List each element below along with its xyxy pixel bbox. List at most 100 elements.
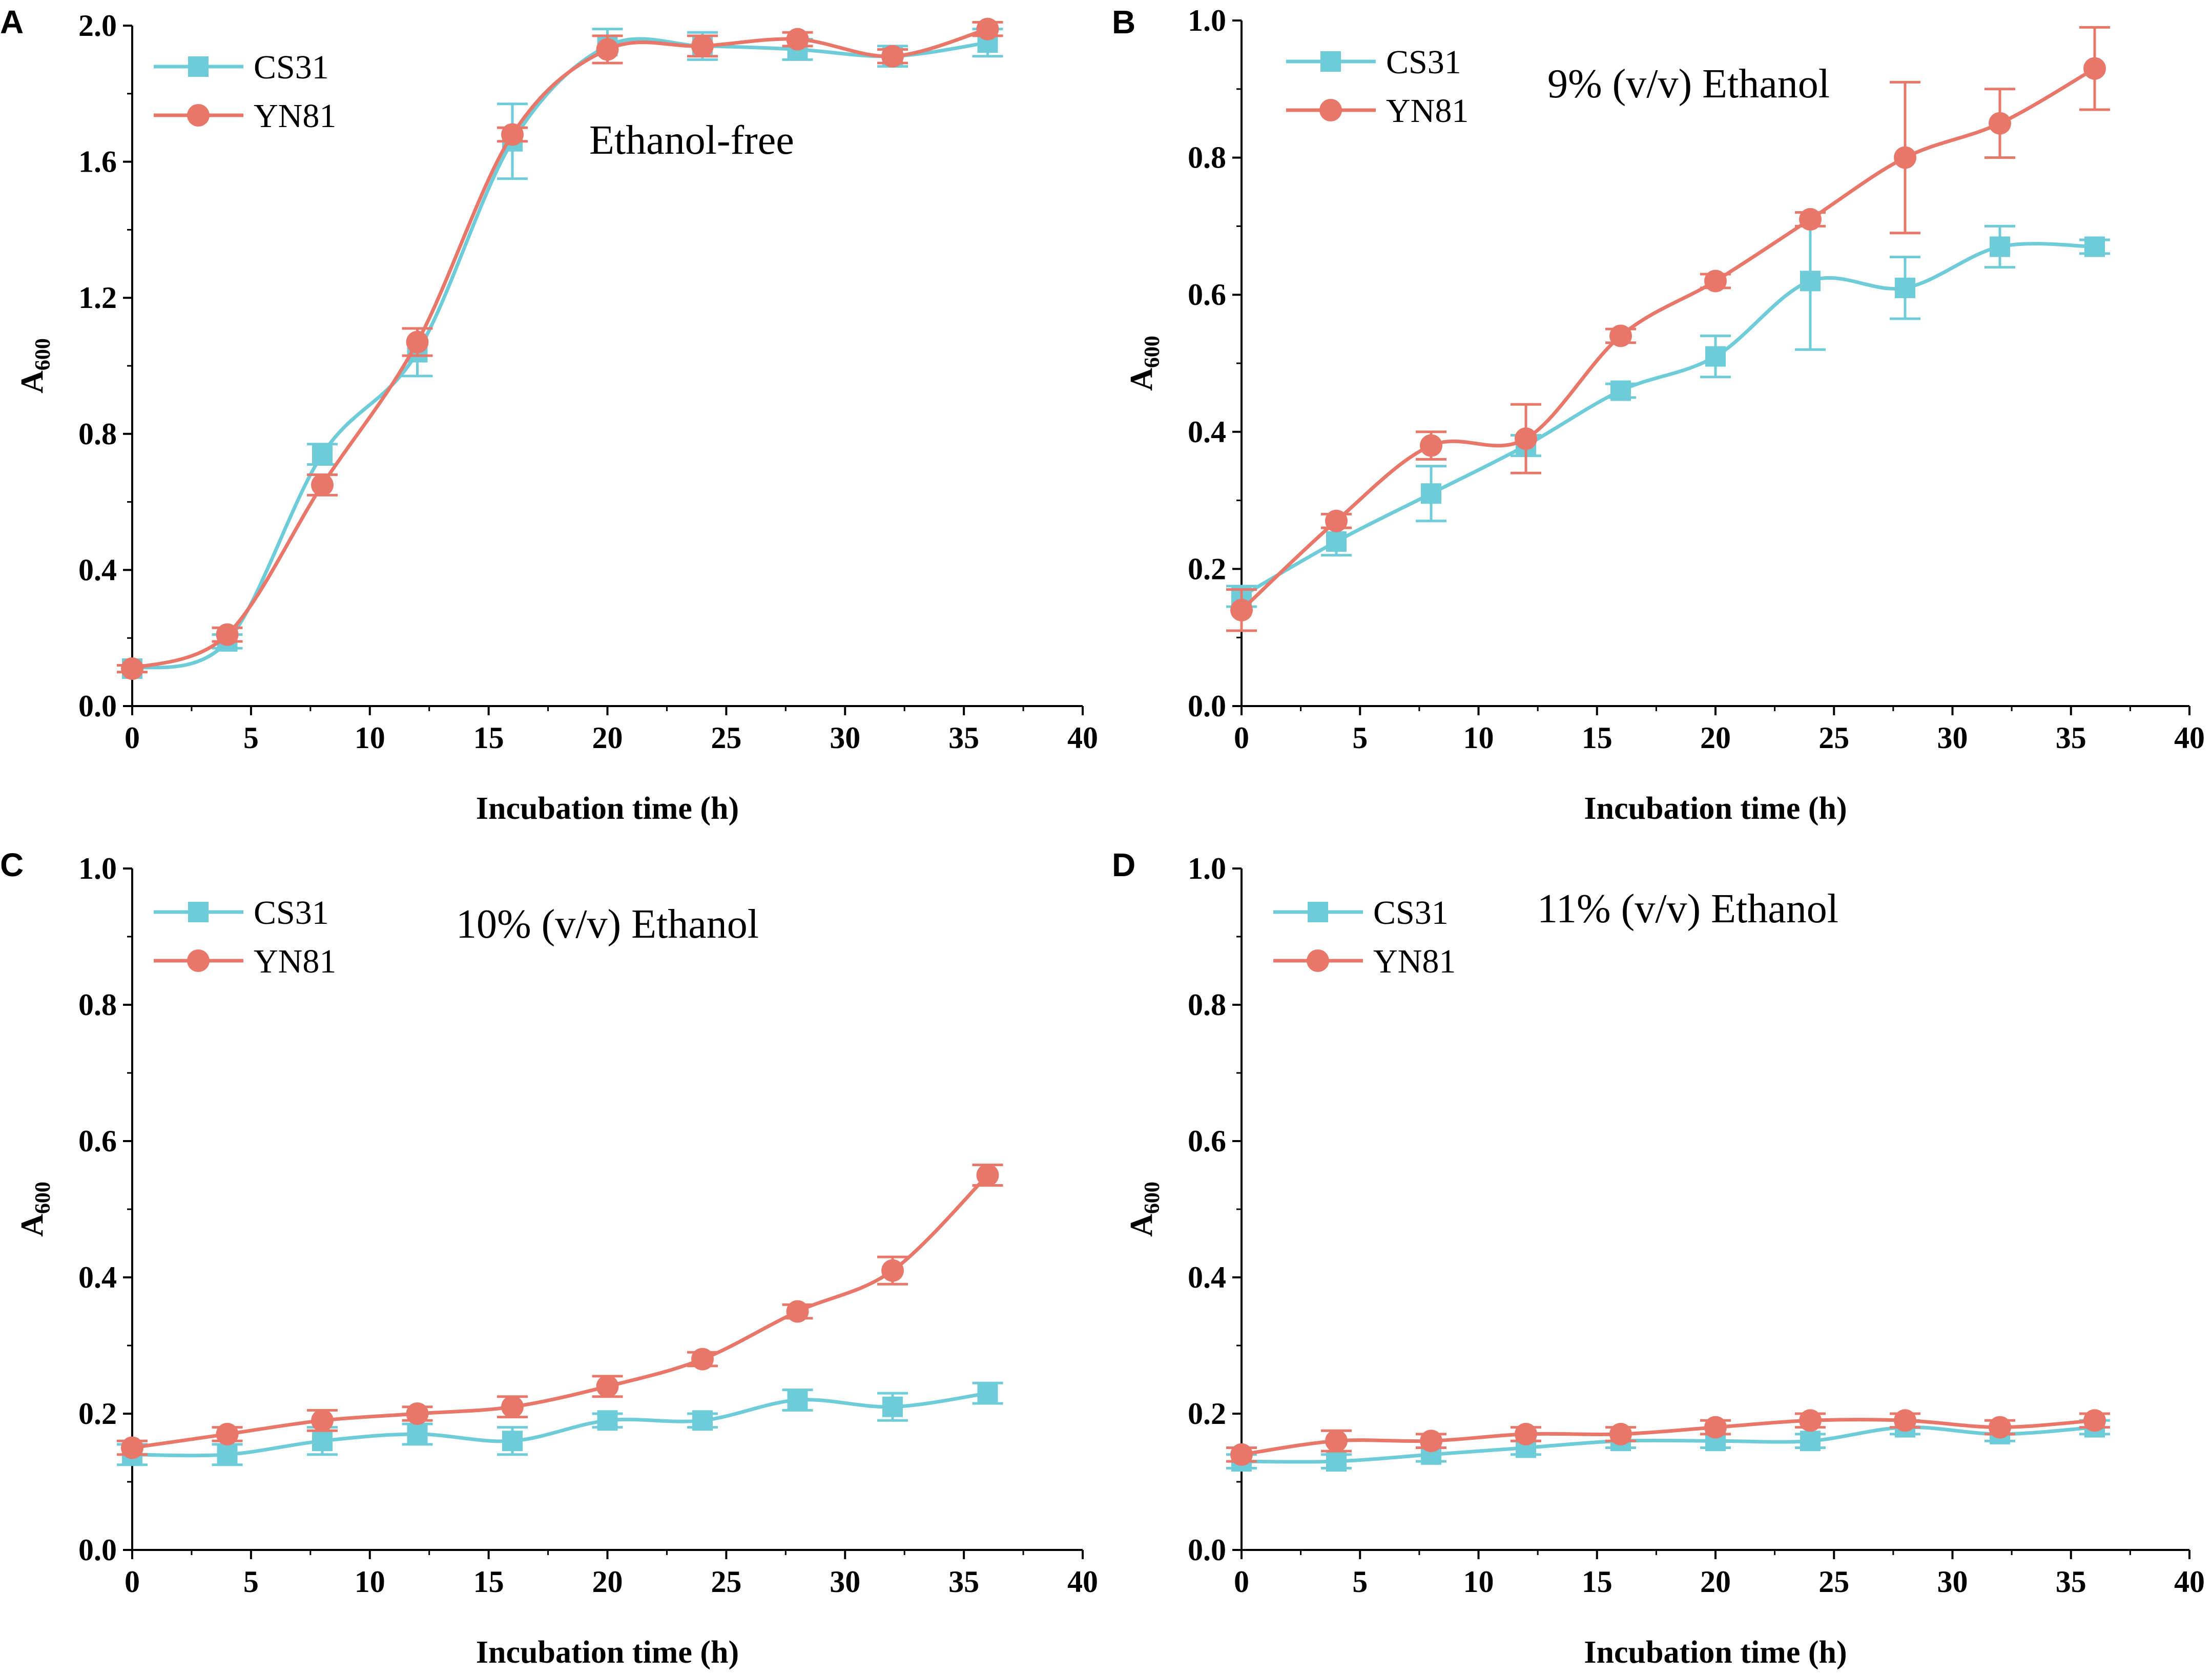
y-tick-label: 0.0 (78, 689, 117, 723)
x-tick-label: 25 (1818, 1565, 1849, 1599)
y-tick-label: 0.4 (1188, 415, 1226, 449)
x-tick-label: 15 (473, 721, 504, 755)
y-tick-label: 0.0 (1188, 1533, 1226, 1567)
panel-annotation: 9% (v/v) Ethanol (1547, 61, 1830, 107)
series-cs31 (117, 28, 1003, 679)
y-tick-label: 2.0 (78, 9, 117, 43)
x-tick-label: 10 (355, 721, 385, 755)
x-tick-label: 0 (1234, 721, 1249, 755)
y-tick-label: 0.8 (1188, 141, 1226, 175)
y-tick-label: 0.2 (1188, 1397, 1226, 1431)
legend-label: CS31 (254, 49, 329, 86)
legend-label: YN81 (1373, 943, 1456, 980)
y-tick-label: 0.8 (78, 417, 117, 451)
series-cs31-line (1241, 242, 2095, 598)
x-tick-label: 10 (1463, 1565, 1494, 1599)
data-point (1326, 1451, 1347, 1472)
x-tick-label: 15 (1582, 721, 1613, 755)
x-tick-label: 30 (830, 721, 860, 755)
x-tick-label: 35 (948, 1565, 979, 1599)
data-point (977, 1383, 998, 1404)
data-point (786, 1300, 809, 1323)
series-yn81-line (132, 1174, 989, 1450)
x-tick-label: 40 (1067, 721, 1098, 755)
data-point (976, 17, 999, 40)
data-point (597, 1410, 618, 1431)
legend-label: CS31 (254, 894, 329, 932)
data-point (312, 1431, 333, 1452)
data-point (217, 1444, 238, 1465)
y-tick-label: 0.0 (78, 1533, 117, 1567)
data-point (1799, 208, 1822, 231)
x-tick-label: 40 (2174, 1565, 2205, 1599)
data-point (1515, 1422, 1537, 1445)
data-point (596, 1375, 619, 1398)
x-tick-label: 25 (711, 1565, 741, 1599)
data-point (407, 1423, 428, 1444)
data-point (501, 123, 524, 146)
data-point (1515, 427, 1537, 450)
data-point (2083, 57, 2106, 80)
data-point (1800, 1431, 1821, 1452)
x-tick-label: 35 (2056, 1565, 2086, 1599)
x-axis-title: Incubation time (h) (476, 1635, 739, 1670)
legend-marker (1319, 99, 1342, 121)
legend-marker (188, 56, 209, 77)
panel-annotation: 11% (v/v) Ethanol (1537, 886, 1838, 932)
data-point (406, 330, 429, 354)
series-yn81-line (1241, 1418, 2095, 1457)
y-tick-label: 1.2 (78, 281, 117, 315)
panel-annotation: Ethanol-free (589, 118, 794, 163)
legend-label: YN81 (254, 943, 336, 980)
legend-label: YN81 (254, 97, 336, 135)
legend-marker (1320, 51, 1341, 72)
data-point (1230, 1443, 1253, 1466)
panel-d-letter: D (1112, 846, 1135, 883)
panel-c-letter: C (0, 846, 24, 883)
data-point (121, 1436, 143, 1459)
data-point (596, 38, 619, 61)
data-point (121, 657, 143, 680)
data-point (1990, 236, 2010, 257)
data-point (1895, 277, 1915, 298)
data-point (1800, 271, 1821, 292)
data-point (1325, 1430, 1348, 1453)
panel-annotation: 10% (v/v) Ethanol (456, 902, 759, 947)
y-tick-label: 1.0 (1188, 852, 1226, 885)
series-yn81 (117, 17, 1003, 680)
series-cs31 (1226, 211, 2110, 608)
x-tick-label: 20 (1700, 721, 1731, 755)
x-tick-label: 20 (1700, 1565, 1731, 1599)
x-tick-label: 30 (830, 1565, 860, 1599)
y-tick-label: 1.6 (78, 145, 117, 179)
x-tick-label: 5 (243, 721, 259, 755)
y-tick-label: 0.8 (78, 988, 117, 1022)
x-tick-label: 15 (1582, 1565, 1613, 1599)
panel-c: C 0 5 10 15 20 25 30 35 40 0.0 0.2 0.4 0.6 0.8 1.0 Incub… (0, 846, 1098, 1670)
data-point (1799, 1409, 1822, 1432)
y-tick-label: 0.2 (78, 1397, 117, 1431)
data-point (1989, 1416, 2011, 1439)
data-point (2084, 236, 2105, 257)
legend: CS31 YN81 (1286, 44, 1469, 130)
data-point (1609, 1422, 1632, 1445)
data-point (501, 1395, 524, 1418)
x-tick-label: 40 (1067, 1565, 1098, 1599)
x-tick-label: 15 (473, 1565, 504, 1599)
data-point (881, 45, 904, 68)
y-tick-label: 1.0 (1188, 4, 1226, 37)
series-yn81 (1226, 1409, 2110, 1466)
y-tick-label: 0.6 (78, 1124, 117, 1158)
x-tick-label: 35 (2056, 721, 2086, 755)
data-point (1894, 146, 1916, 169)
series-yn81-line (1240, 67, 2096, 612)
y-tick-label: 1.0 (78, 852, 117, 885)
y-axis-title: A600 (1124, 1182, 1164, 1237)
x-tick-label: 10 (355, 1565, 385, 1599)
data-point (1230, 598, 1253, 622)
data-point (787, 1390, 808, 1411)
data-point (2083, 1409, 2106, 1432)
series-cs31-line (1241, 1425, 2095, 1464)
data-point (881, 1259, 904, 1282)
